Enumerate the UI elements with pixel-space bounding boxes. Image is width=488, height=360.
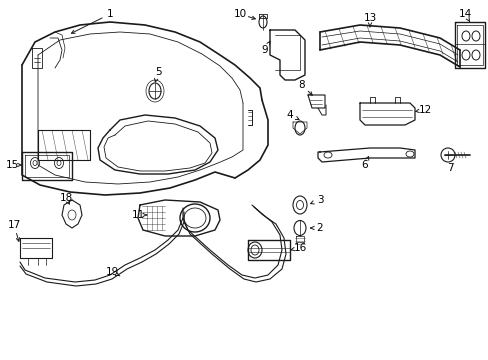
Text: 17: 17: [7, 220, 20, 230]
Text: 11: 11: [131, 210, 144, 220]
Text: 10: 10: [233, 9, 246, 19]
Text: 8: 8: [298, 80, 305, 90]
Text: 7: 7: [446, 163, 452, 173]
Text: 12: 12: [418, 105, 431, 115]
Text: 5: 5: [154, 67, 161, 77]
Text: 19: 19: [105, 267, 119, 277]
Text: 13: 13: [363, 13, 376, 23]
Text: 1: 1: [106, 9, 113, 19]
Text: 18: 18: [59, 193, 73, 203]
Text: 14: 14: [457, 9, 470, 19]
Text: 6: 6: [361, 160, 367, 170]
Text: 9: 9: [261, 45, 268, 55]
Text: 3: 3: [316, 195, 323, 205]
Text: 2: 2: [316, 223, 323, 233]
Text: 4: 4: [286, 110, 293, 120]
Text: 15: 15: [5, 160, 19, 170]
Text: 16: 16: [293, 243, 306, 253]
